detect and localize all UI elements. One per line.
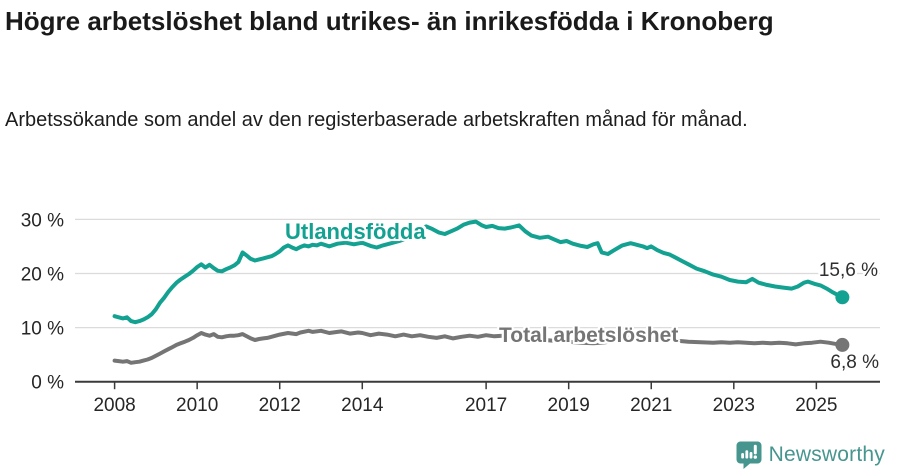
page-title: Högre arbetslöshet bland utrikes- än inr… [5, 6, 774, 36]
brand-name: Newsworthy [768, 443, 885, 466]
x-tick-label: 2023 [713, 395, 755, 416]
x-tick-label: 2017 [465, 395, 507, 416]
x-tick-label: 2021 [630, 395, 672, 416]
series-line-0 [112, 219, 845, 325]
y-tick-label: 0 % [31, 373, 64, 394]
x-tick-label: 2010 [176, 395, 218, 416]
x-tick-label: 2019 [548, 395, 590, 416]
y-tick-label: 10 % [21, 319, 64, 340]
y-tick-label: 30 % [21, 210, 64, 231]
end-value-utlandsfodda: 15,6 % [818, 260, 878, 281]
x-tick-label: 2025 [795, 395, 837, 416]
x-tick-label: 2008 [93, 395, 135, 416]
series-end-dot-1 [835, 337, 850, 352]
series-line-1 [112, 328, 845, 365]
x-tick-label: 2012 [259, 395, 301, 416]
newsworthy-logo: Newsworthy [736, 441, 885, 469]
series-label-utlandsfodda: Utlandsfödda [285, 219, 426, 244]
end-value-total-arbetsloshet: 6,8 % [830, 352, 879, 373]
y-tick-label: 20 % [21, 265, 64, 286]
newsworthy-logo-icon [736, 441, 762, 469]
series-end-dot-0 [835, 290, 850, 305]
page-subtitle: Arbetssökande som andel av den registerb… [5, 109, 748, 131]
series-label-total-arbetsloshet: Total arbetslöshet [499, 324, 679, 347]
x-tick-label: 2014 [341, 395, 384, 416]
